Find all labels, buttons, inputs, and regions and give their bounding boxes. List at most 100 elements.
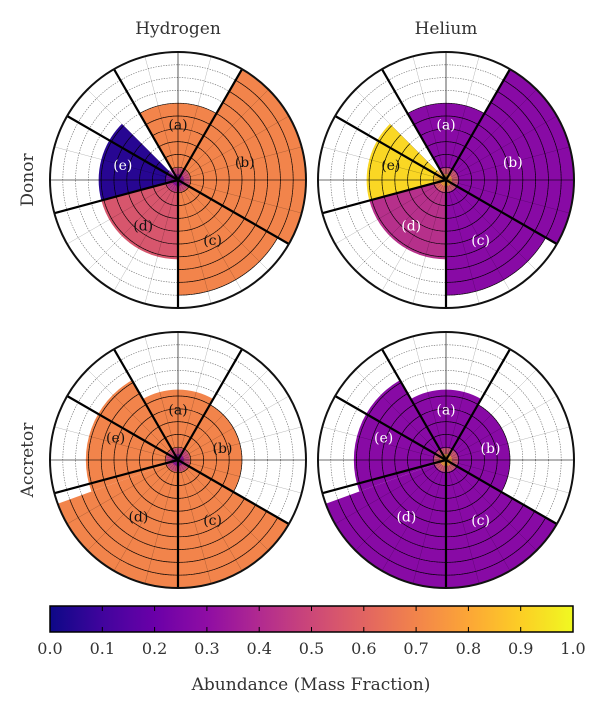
sector-ring-line (373, 486, 447, 538)
sector-boundary (334, 115, 447, 181)
radial-ray (445, 459, 537, 551)
sector-c-fill (446, 460, 557, 588)
colorbar-label: Abundance (Mass Fraction) (191, 675, 431, 695)
sector-ring-line (409, 473, 447, 499)
sector-ring-line (152, 186, 179, 206)
radial-ray (381, 459, 447, 571)
sector-boundary (445, 179, 558, 245)
sector-ring-line (394, 415, 421, 478)
sector-ring-line (222, 102, 268, 225)
radial-ray (335, 179, 447, 245)
sector-ring-line (396, 193, 447, 232)
sector-boundary (334, 395, 447, 461)
radial-ray (113, 459, 179, 571)
sector-boundary (113, 68, 179, 181)
sector-ring-line (458, 437, 472, 473)
sector-boundary (445, 68, 511, 181)
sector-boundary (445, 348, 511, 461)
sector-label-d: (d) (401, 218, 421, 234)
sector-ring-line (368, 393, 408, 487)
radial-ray (177, 459, 269, 551)
sector-d-fill (57, 460, 178, 588)
sector-e-fill (85, 380, 178, 492)
sector-ring-line (471, 415, 498, 486)
sector-ring-line (408, 189, 447, 219)
radial-ray (177, 369, 269, 461)
sector-label-c: (c) (471, 233, 490, 249)
sector-label-b: (b) (503, 155, 523, 171)
sector-boundary (66, 395, 179, 461)
colorbar-tick-label: 0.5 (299, 639, 324, 658)
sector-label-c: (c) (203, 233, 222, 249)
panel-accretor-hydrogen: (a) (b) (c) (d) (e) (49, 331, 307, 589)
sector-ring-line (397, 477, 447, 512)
sector-ring-line (477, 404, 511, 493)
sector-ring-line (407, 426, 427, 474)
sector-ring-line (177, 479, 212, 499)
column-title-hydrogen: Hydrogen (135, 19, 221, 39)
colorbar: 0.0 0.1 0.2 0.3 0.4 0.5 0.6 0.7 0.8 0.9 1.0 (37, 605, 586, 658)
colorbar-tick-label: 0.3 (194, 639, 219, 658)
sector-ring-line (115, 196, 179, 245)
sector-ring-line (452, 168, 460, 187)
radial-ray (177, 336, 212, 461)
radial-ray (355, 369, 447, 461)
sector-boundary (177, 179, 290, 245)
sector-ring-line (445, 192, 469, 206)
radial-ray (445, 459, 480, 584)
sector-d-fill (369, 180, 446, 260)
colorbar-tick-label: 0.4 (246, 639, 271, 658)
sector-ring-line (394, 143, 411, 194)
sector-ring-line (139, 426, 159, 474)
radial-ray (177, 89, 269, 181)
sector-ring-line (197, 146, 217, 200)
sector-label-e: (e) (374, 430, 393, 446)
sector-label-d: (d) (396, 510, 416, 526)
sector-ring-line (93, 490, 179, 550)
radial-ray (144, 179, 179, 304)
sector-label-b: (b) (235, 155, 255, 171)
sector-ring-line (100, 393, 140, 487)
sector-ring-line (420, 186, 447, 206)
sector-ring-line (177, 199, 212, 219)
sector-e-fill (98, 123, 178, 201)
sector-ring-line (177, 218, 245, 258)
sector-ring-line (421, 468, 447, 486)
radial-ray (445, 89, 537, 181)
sector-ring-line (152, 161, 161, 187)
row-label-accretor: Accretor (18, 422, 38, 499)
sector-ring-line (484, 113, 524, 219)
radial-ray (445, 369, 537, 461)
radial-ray (177, 179, 302, 214)
colorbar-tick-label: 0.0 (37, 639, 62, 658)
radial-ray (177, 179, 212, 304)
sector-ring-line (100, 125, 124, 200)
sector-label-e: (e) (381, 158, 400, 174)
radial-ray (355, 459, 447, 551)
sector-ring-line (445, 511, 535, 563)
sector-label-d: (d) (128, 510, 148, 526)
sector-ring-line (407, 152, 420, 191)
sector-ring-line (445, 199, 480, 219)
radial-ray (177, 395, 289, 461)
sector-ring-line (184, 448, 192, 467)
sector-ring-line (209, 124, 243, 213)
sector-ring-line (190, 437, 204, 473)
sector-ring-line (69, 499, 179, 576)
radial-ray (54, 426, 179, 461)
sector-boundary (322, 178, 447, 215)
radial-ray (445, 459, 570, 494)
sector-d-fill (101, 180, 178, 260)
sector-ring-line (203, 415, 230, 486)
panel-outline (317, 51, 575, 309)
panel-outline (49, 331, 307, 589)
sector-ring-line (371, 199, 447, 258)
sector-ring-line (445, 231, 535, 283)
sector-ring-line (113, 134, 133, 197)
radial-ray (445, 56, 480, 181)
column-title-helium: Helium (415, 19, 478, 39)
sector-label-a: (a) (436, 118, 455, 134)
colorbar-tick-label: 1.0 (560, 639, 585, 658)
radial-ray (445, 395, 557, 461)
radial-ray (144, 459, 179, 584)
